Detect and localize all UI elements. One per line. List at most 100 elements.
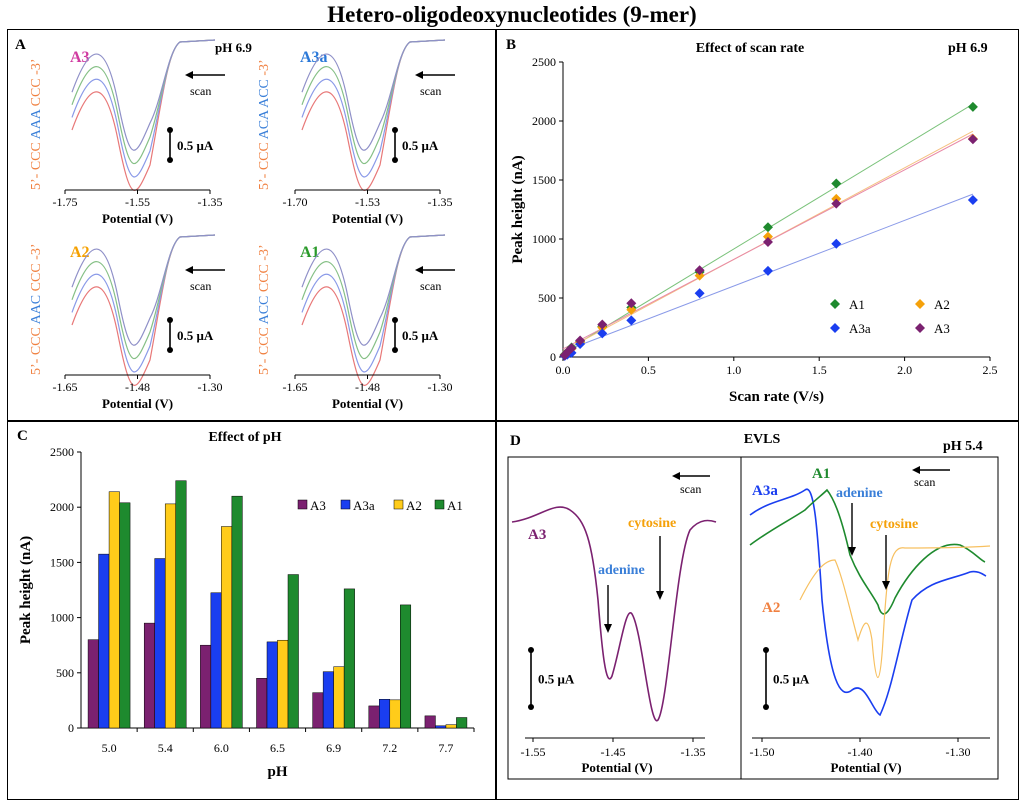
panel-c-bar-a1-5 xyxy=(400,604,412,729)
panel-c-bar-a1-1 xyxy=(175,480,187,729)
panel-b-xtick-label-4: 2.0 xyxy=(897,363,912,377)
panel-a-a1-tick-label-2: -1.30 xyxy=(428,380,453,394)
panel-c-bar-a2-5 xyxy=(389,699,401,729)
panel-a-a3-tick-label-1: -1.55 xyxy=(125,195,150,209)
panel-a-a2-curve-2 xyxy=(71,234,216,373)
panel-c-ylabel: Peak height (nA) xyxy=(18,536,34,644)
panel-c-xlabel: pH xyxy=(267,764,287,780)
divider-horizontal xyxy=(7,420,1019,422)
panel-c-bar-a1-3 xyxy=(287,574,299,729)
panel-b-legend-label-a3: A3 xyxy=(934,321,950,336)
panel-a-a3-xlabel: Potential (V) xyxy=(102,211,173,226)
panel-d-right-tick-label-1: -1.40 xyxy=(848,745,873,759)
panel-a-a3-curve-4 xyxy=(71,39,216,151)
panel-d-right-scale-dot-bottom xyxy=(763,704,769,710)
panel-b-point-a3-4 xyxy=(597,319,608,330)
figure-title: Hetero-oligodeoxynucleotides (9-mer) xyxy=(327,2,697,27)
panel-a-a1-curve-4 xyxy=(301,234,446,346)
panel-c-ytick-label-0: 0 xyxy=(68,721,74,735)
panel-c-category-label-3: 6.5 xyxy=(270,741,285,755)
panel-a-a2-curve-1 xyxy=(71,234,216,386)
panel-b-point-a3-3 xyxy=(575,335,586,346)
panel-a-a1-curve-1 xyxy=(301,234,446,386)
panel-c-bar-a2-3 xyxy=(277,639,289,729)
panel-b-legend-marker-a1 xyxy=(830,299,840,309)
panel-b-point-a1-7 xyxy=(762,222,773,233)
panel-a-a1-tick-label-1: -1.48 xyxy=(355,380,380,394)
panel-b-point-a1-9 xyxy=(967,101,978,112)
panel-b-letter: B xyxy=(506,37,516,53)
panel-a-a2-scale-dot-bottom xyxy=(167,347,173,353)
panel-c-bar-a3a-3 xyxy=(266,641,278,729)
panel-a-a1-scale-label: 0.5 μA xyxy=(402,328,439,343)
panel-b-point-a3-2 xyxy=(566,343,577,354)
panel-c-bar-a3-2 xyxy=(200,644,212,729)
panel-b-point-a3a-6 xyxy=(694,288,705,299)
panel-a-a3a-xlabel: Potential (V) xyxy=(332,211,403,226)
panel-b-point-a1-8 xyxy=(831,178,842,189)
panel-a-a3-scale-dot-top xyxy=(167,127,173,133)
panel-a-a2-tick-label-1: -1.48 xyxy=(125,380,150,394)
panel-a-a2-label: A2 xyxy=(70,244,90,261)
panel-b-ytick-label-4: 2000 xyxy=(532,114,556,128)
panel-c-bar-a3a-1 xyxy=(154,558,166,729)
panel-c-title: Effect of pH xyxy=(208,430,281,445)
panel-d-right-scale-dot-top xyxy=(763,647,769,653)
panel-a-a2-scale-dot-top xyxy=(167,317,173,323)
panel-c-bar-a3-4 xyxy=(312,692,324,729)
panel-a-a3-tick-label-2: -1.35 xyxy=(198,195,223,209)
panel-a-a2-scan-label: scan xyxy=(190,279,211,293)
panel-c-category-label-6: 7.7 xyxy=(438,741,453,755)
panel-d-ph: pH 5.4 xyxy=(943,439,983,454)
panel-a-a3a-scan-label: scan xyxy=(420,84,441,98)
panel-d-left-cytosine-label: cytosine xyxy=(628,516,676,531)
panel-d-right-xlabel: Potential (V) xyxy=(830,760,901,775)
panel-b-xlabel: Scan rate (V/s) xyxy=(729,389,824,405)
panel-d-right-curve-a2 xyxy=(799,545,991,678)
panel-b-legend-marker-a3 xyxy=(915,323,925,333)
panel-d-left-xlabel: Potential (V) xyxy=(581,760,652,775)
panel-b-legend-label-a3a: A3a xyxy=(849,321,871,336)
panel-a-a3-scan-label: scan xyxy=(190,84,211,98)
panel-a-a3-label: A3 xyxy=(70,49,90,66)
panel-c-bar-a2-0 xyxy=(108,491,120,729)
panel-a-a3-curve-1 xyxy=(71,39,216,191)
panel-d-right-curve-a1 xyxy=(749,488,986,615)
panel-a-a1-curve-2 xyxy=(301,234,446,373)
panel-d-left-scale-label: 0.5 μA xyxy=(538,672,575,687)
figure-frame xyxy=(7,29,1019,800)
panel-b-point-a2-6 xyxy=(694,270,705,281)
panel-b-point-a3-5 xyxy=(626,298,637,309)
panel-a-a3a-tick-label-2: -1.35 xyxy=(428,195,453,209)
panel-c-bar-a3a-2 xyxy=(210,592,222,729)
panel-c-bar-a2-4 xyxy=(333,666,345,729)
panel-c-category-label-1: 5.4 xyxy=(158,741,173,755)
panel-c-bar-a3a-5 xyxy=(379,699,391,729)
panel-d-letter: D xyxy=(510,433,521,449)
panel-b-ylabel: Peak height (nA) xyxy=(510,155,526,263)
panel-c-bar-a3-0 xyxy=(87,639,99,729)
panel-a-a3-scale-label: 0.5 μA xyxy=(177,138,214,153)
panel-b-point-a3a-9 xyxy=(967,195,978,206)
panel-d-right-label-a2: A2 xyxy=(762,600,780,616)
divider-vertical xyxy=(495,29,497,800)
panel-a-a2-tick-label-2: -1.30 xyxy=(198,380,223,394)
panel-b-legend-marker-a2 xyxy=(915,299,925,309)
panel-d-left-scale-dot-top xyxy=(528,647,534,653)
panel-c-legend-label-a2: A2 xyxy=(406,498,422,513)
panel-a-a2-tick-label-0: -1.65 xyxy=(53,380,78,394)
panel-d-right-label-a1: A1 xyxy=(812,466,830,482)
panel-a-a1-scan-arrow-head xyxy=(415,266,423,274)
panel-d-left-cytosine-arrow-head xyxy=(656,591,664,600)
panel-c-ytick-label-5: 2500 xyxy=(50,445,74,459)
panel-b-ytick-label-0: 0 xyxy=(550,350,556,364)
panel-b-point-a3-8 xyxy=(831,198,842,209)
panel-d-right-cytosine-arrow-head xyxy=(882,581,890,590)
panel-a-a2-sequence: 5’- CCC AAC CCC -3’ xyxy=(29,244,44,375)
panel-d-right-adenine-label: adenine xyxy=(836,486,883,501)
panel-d-right-curve-a3a xyxy=(749,488,987,717)
panel-a-a3a-tick-label-1: -1.53 xyxy=(355,195,380,209)
panel-c-bar-a2-1 xyxy=(164,503,176,729)
panel-b-point-a2-5 xyxy=(626,304,637,315)
panel-d-left-tick-label-0: -1.55 xyxy=(521,745,546,759)
